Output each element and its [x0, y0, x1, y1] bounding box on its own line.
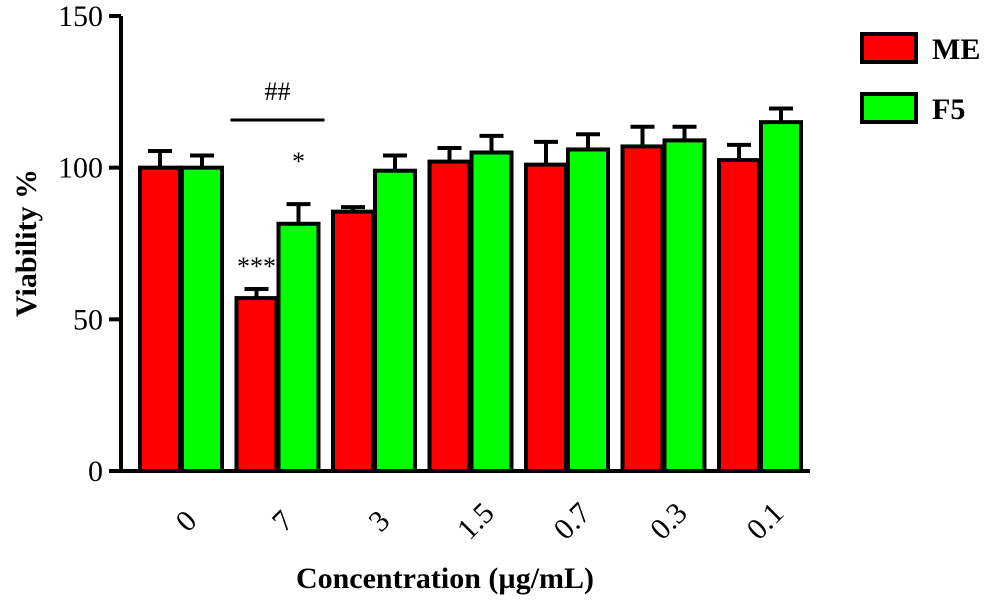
x-axis-title: Concentration (µg/mL) [296, 562, 594, 595]
bar-me-3 [331, 209, 375, 473]
x-tick-label: 0.1 [740, 496, 790, 546]
bar-me-0.7 [524, 162, 568, 473]
significance-label-star: *** [237, 252, 276, 281]
bar-f5-7 [276, 221, 321, 473]
y-tick-label: 50 [73, 303, 103, 336]
x-tick-label: 7 [266, 504, 300, 538]
x-tick-label: 0.7 [547, 496, 597, 546]
bar-f5-1.5 [469, 150, 514, 473]
annotations: ****## [230, 77, 325, 281]
bar-me-0 [138, 165, 182, 474]
bar-f5-0.3 [662, 138, 707, 473]
y-tick-label: 100 [58, 152, 103, 185]
legend: ME F5 [860, 32, 980, 126]
significance-label-hash: ## [265, 77, 291, 106]
bar-f5-0 [180, 165, 224, 474]
axes [119, 16, 810, 473]
bar-me-0.3 [620, 144, 665, 474]
y-axis-title: Viability % [10, 169, 43, 317]
legend-label-me: ME [932, 33, 980, 66]
bar-me-1.5 [427, 159, 472, 473]
x-tick-label: 0 [169, 504, 203, 538]
x-ticks: 0 7 3 1.5 0.7 0.3 0.1 [169, 496, 790, 546]
bar-f5-3 [373, 168, 417, 473]
plot-area [138, 106, 803, 474]
bar-me-7 [234, 296, 279, 473]
x-tick-label: 1.5 [451, 496, 501, 546]
y-tick-label: 150 [58, 0, 103, 33]
legend-swatch-f5 [860, 92, 918, 124]
bar-f5-0.1 [759, 120, 803, 474]
x-tick-label: 0.3 [644, 496, 694, 546]
y-ticks: 0 50 100 150 [58, 0, 121, 488]
legend-label-f5: F5 [932, 93, 965, 126]
bar-f5-0.7 [566, 147, 610, 473]
bar-me-0.1 [717, 158, 761, 473]
y-tick-label: 0 [88, 455, 103, 488]
x-tick-label: 3 [362, 504, 396, 538]
significance-label-star: * [292, 147, 305, 176]
legend-swatch-me [860, 32, 918, 64]
